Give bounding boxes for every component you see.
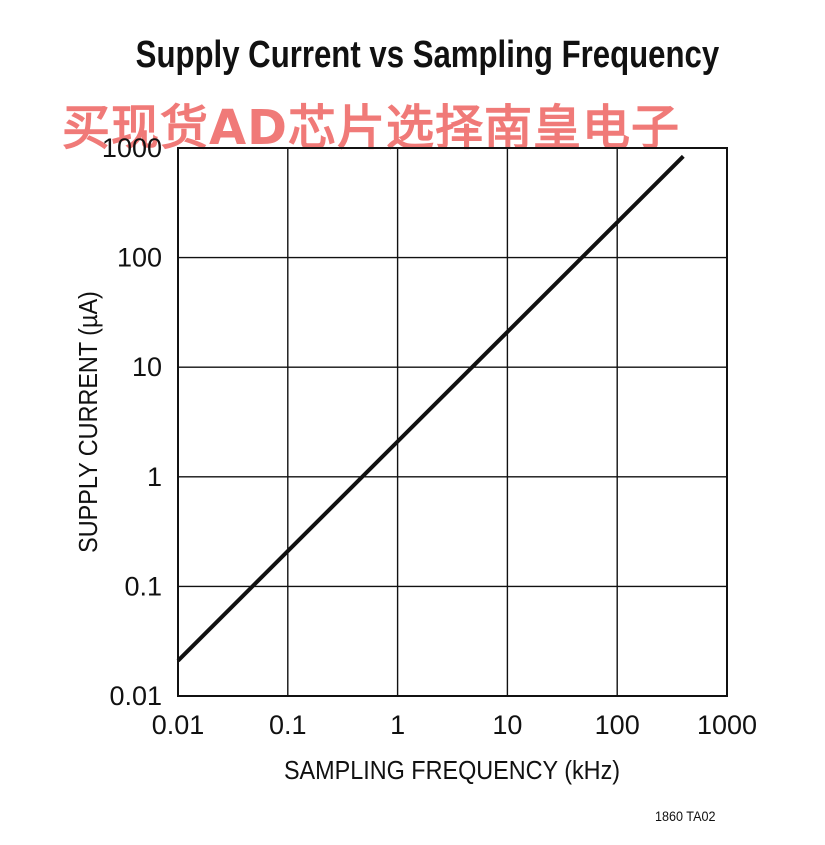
- x-tick-labels: 0.01 0.1 1 10 100 1000: [152, 710, 757, 740]
- data-series: [176, 154, 685, 663]
- y-tick-label-2: 1: [147, 462, 162, 492]
- x-tick-label-4: 100: [595, 710, 640, 740]
- x-tick-label-3: 10: [492, 710, 522, 740]
- x-tick-label-5: 1000: [697, 710, 757, 740]
- grid-lines: [178, 148, 727, 696]
- y-tick-label-5: 1000: [102, 133, 162, 163]
- chart-title: Supply Current vs Sampling Frequency: [135, 34, 720, 76]
- plot-frame: [177, 147, 728, 697]
- y-tick-label-4: 100: [117, 243, 162, 273]
- y-tick-label-1: 0.1: [124, 571, 162, 601]
- y-axis-label: SUPPLY CURRENT (µA): [75, 291, 103, 553]
- y-tick-labels: 0.01 0.1 1 10 100 1000: [102, 133, 162, 711]
- x-tick-label-2: 1: [390, 710, 405, 740]
- watermark-text: 买现货AD芯片选择南皇电子: [62, 100, 680, 156]
- y-tick-label-3: 10: [132, 352, 162, 382]
- series-line-0: [176, 154, 685, 663]
- x-tick-label-0: 0.01: [152, 710, 205, 740]
- y-tick-label-0: 0.01: [109, 681, 162, 711]
- x-tick-label-1: 0.1: [269, 710, 307, 740]
- figure-code: 1860 TA02: [655, 808, 716, 824]
- x-axis-label: SAMPLING FREQUENCY (kHz): [284, 757, 620, 785]
